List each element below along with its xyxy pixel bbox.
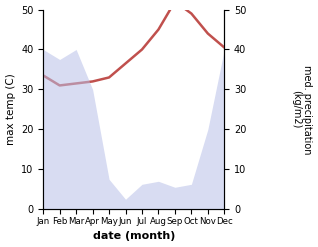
Y-axis label: med. precipitation
(kg/m2): med. precipitation (kg/m2) (291, 65, 313, 154)
X-axis label: date (month): date (month) (93, 231, 175, 242)
Y-axis label: max temp (C): max temp (C) (5, 74, 16, 145)
